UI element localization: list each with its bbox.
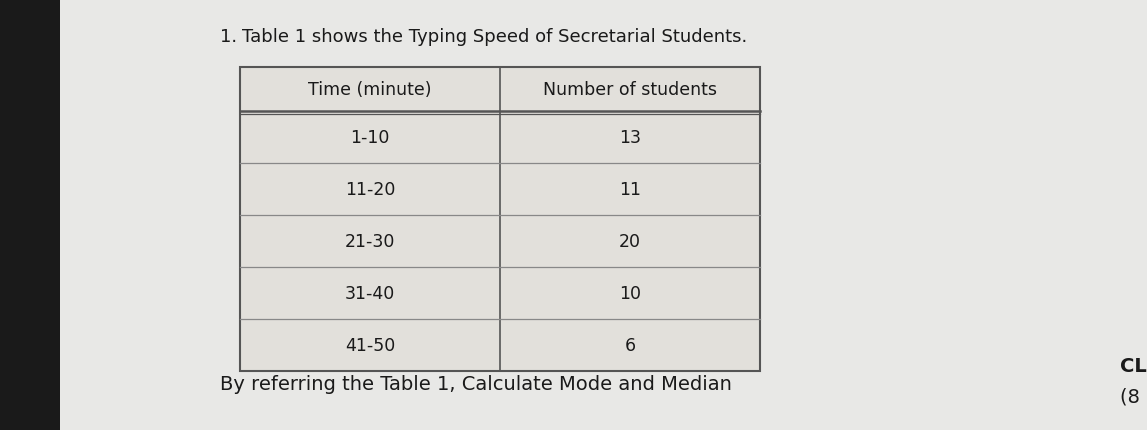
Text: 21-30: 21-30 [345, 233, 396, 250]
Text: Time (minute): Time (minute) [309, 81, 431, 99]
Text: 10: 10 [619, 284, 641, 302]
Bar [240, 68, 760, 371]
Text: 11: 11 [619, 181, 641, 199]
Text: 6: 6 [624, 336, 635, 354]
Text: (8 mar: (8 mar [1119, 387, 1147, 405]
Text: 1.: 1. [220, 28, 237, 46]
Bar [0, 0, 60, 430]
Text: 20: 20 [619, 233, 641, 250]
Text: Table 1 shows the Typing Speed of Secretarial Students.: Table 1 shows the Typing Speed of Secret… [242, 28, 747, 46]
Text: 13: 13 [619, 129, 641, 147]
Text: 1-10: 1-10 [350, 129, 390, 147]
Text: 31-40: 31-40 [345, 284, 395, 302]
Text: CLO1,: CLO1, [1119, 356, 1147, 376]
Text: By referring the Table 1, Calculate Mode and Median: By referring the Table 1, Calculate Mode… [220, 375, 732, 393]
Text: 11-20: 11-20 [345, 181, 396, 199]
Bar [240, 68, 760, 371]
Text: 41-50: 41-50 [345, 336, 395, 354]
Text: Number of students: Number of students [543, 81, 717, 99]
